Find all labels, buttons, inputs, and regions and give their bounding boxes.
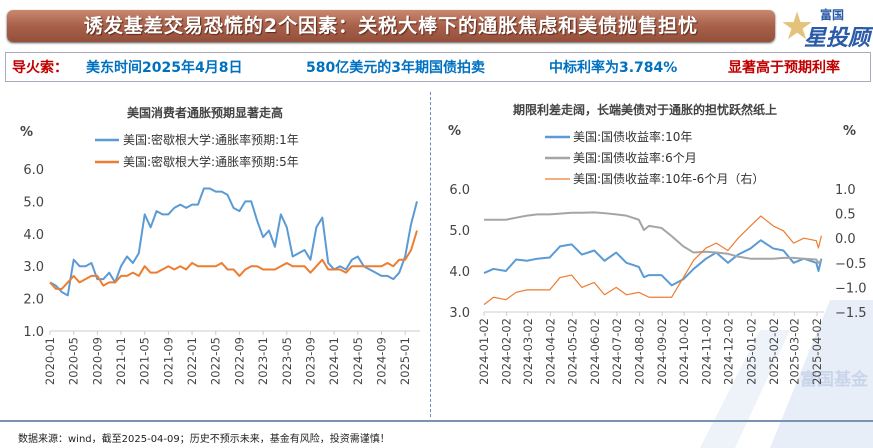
y2-tick-label: 0.0: [835, 232, 856, 247]
x-tick-label: 2024-11-02: [700, 318, 714, 385]
watermark-text: 富国基金: [800, 369, 869, 390]
x-tick-label: 2021-01: [114, 337, 128, 385]
watermark-shape: [770, 300, 873, 448]
y-tick-label: 6.0: [23, 163, 44, 178]
x-tick-label: 2020-09: [90, 337, 104, 385]
legend-6m: 美国:国债收益率:6个月: [573, 150, 697, 165]
y2-tick-label: −0.5: [835, 257, 867, 272]
right-chart-title: 期限利差走阔，长端美债对于通胀的担忧跃然纸上: [513, 102, 777, 117]
chart-divider: [430, 92, 431, 417]
x-tick-label: 2021-05: [138, 337, 152, 385]
footer-source: 数据来源：wind，截至2025-04-09；历史不预示未来，基金有风险，投资需…: [18, 434, 390, 445]
x-tick-label: 2024-03-02: [521, 318, 535, 385]
x-tick-label: 2024-07-02: [610, 318, 624, 385]
x-tick-label: 2024-01-02: [477, 318, 491, 385]
page-title: 诱发基差交易恐慌的2个因素：关税大棒下的通胀焦虑和美债抛售担忧: [83, 15, 699, 37]
y-tick-label: 3.0: [23, 260, 44, 275]
x-tick-label: 2021-09: [161, 337, 175, 385]
x-tick-label: 2024-04-02: [543, 318, 557, 385]
x-tick-label: 2024-08-02: [633, 318, 647, 385]
x-tick-label: 2024-05-02: [565, 318, 579, 385]
y-tick-label: 5.0: [449, 224, 470, 239]
series-line-5y: [49, 230, 418, 290]
x-tick-label: 2024-05: [351, 337, 365, 385]
info-time: 美东时间2025年4月8日: [86, 60, 243, 76]
series-line-1y: [49, 187, 418, 297]
series-line-6m: [484, 211, 822, 264]
y2-tick-label: 1.0: [835, 183, 856, 198]
legend-10y: 美国:国债收益率:10年: [573, 129, 692, 144]
left-chart-title: 美国消费者通胀预期显著走高: [127, 105, 283, 120]
y-tick-label: 5.0: [23, 195, 44, 210]
x-tick-label: 2024-01: [327, 337, 341, 385]
y-tick-label: 4.0: [449, 265, 470, 280]
legend-5y: 美国:密歇根大学:通胀率预期:5年: [123, 154, 299, 169]
info-label: 导火索：: [12, 60, 68, 76]
y-tick-label: 3.0: [449, 306, 470, 321]
page-title-banner: 诱发基差交易恐慌的2个因素：关税大棒下的通胀焦虑和美债抛售担忧: [7, 10, 775, 42]
x-tick-label: 2024-09-02: [655, 318, 669, 385]
footer-divider: [0, 420, 873, 422]
y2-tick-label: −1.0: [835, 281, 867, 296]
logo: ★ 富国 星投顾: [780, 4, 870, 51]
x-tick-label: 2025-04-02: [810, 318, 824, 385]
logo-text-main: 星投顾: [804, 26, 871, 51]
y-tick-label: 1.0: [23, 325, 44, 340]
info-rate: 中标利率为3.784%: [549, 60, 678, 76]
y2-tick-label: 0.5: [835, 208, 856, 223]
x-tick-label: 2023-09: [303, 337, 317, 385]
x-tick-label: 2020-05: [67, 337, 81, 385]
info-conclusion: 显著高于预期利率: [728, 60, 840, 76]
legend-1y: 美国:密歇根大学:通胀率预期:1年: [123, 132, 299, 147]
y-tick-label: 6.0: [449, 183, 470, 198]
series-line-10y: [483, 239, 823, 287]
legend-spread: 美国:国债收益率:10年-6个月（右）: [573, 171, 764, 186]
left-y-unit: %: [20, 125, 33, 140]
x-tick-label: 2024-10-02: [677, 318, 691, 385]
series-line-spread: [483, 215, 822, 306]
x-tick-label: 2022-01: [185, 337, 199, 385]
x-tick-label: 2022-05: [209, 337, 223, 385]
right-y2-unit: %: [843, 124, 856, 139]
x-tick-label: 2024-09: [374, 337, 388, 385]
y-tick-label: 4.0: [23, 228, 44, 243]
right-y-unit: %: [448, 124, 461, 139]
x-tick-label: 2025-01: [398, 337, 412, 385]
star-icon: ★: [780, 4, 815, 48]
y-tick-label: 2.0: [23, 293, 44, 308]
logo-text-top: 富国: [820, 8, 845, 22]
x-tick-label: 2024-02-02: [500, 318, 514, 385]
info-auction: 580亿美元的3年期国债拍卖: [306, 60, 485, 76]
x-tick-label: 2022-09: [232, 337, 246, 385]
x-tick-label: 2024-06-02: [588, 318, 602, 385]
info-bar: 导火索： 美东时间2025年4月8日 580亿美元的3年期国债拍卖 中标利率为3…: [5, 52, 871, 82]
x-tick-label: 2025-02-02: [767, 318, 781, 385]
x-tick-label: 2023-01: [256, 337, 270, 385]
y2-tick-label: −1.5: [835, 306, 867, 321]
x-tick-label: 2025-03-02: [787, 318, 801, 385]
watermark-shape: [700, 330, 790, 448]
x-tick-label: 2023-05: [280, 337, 294, 385]
x-tick-label: 2024-12-02: [722, 318, 736, 385]
x-tick-label: 2025-01-02: [744, 318, 758, 385]
x-tick-label: 2020-01: [43, 337, 57, 385]
